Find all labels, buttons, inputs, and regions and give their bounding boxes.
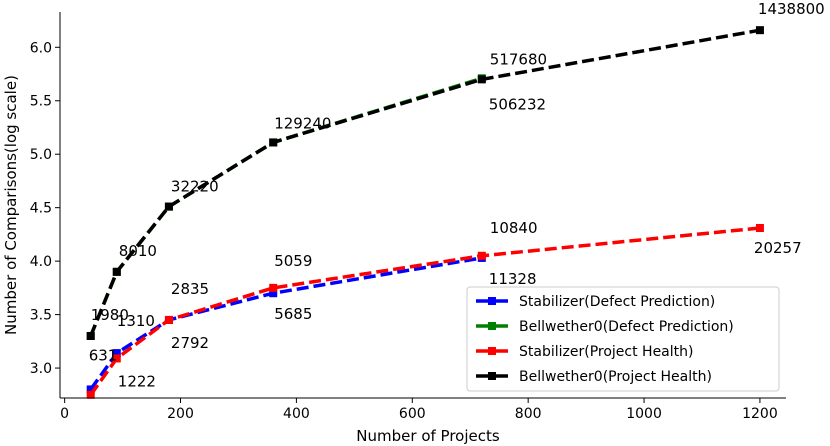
series-3-point-4 (477, 75, 486, 84)
x-tick-label: 600 (399, 406, 426, 422)
legend-swatch-marker (488, 372, 496, 380)
x-tick-label: 0 (60, 406, 69, 422)
series-0-point-3 (269, 289, 278, 298)
y-tick-label: 4.0 (30, 254, 52, 270)
data-label: 1438800 (758, 0, 825, 18)
series-2-point-1 (112, 354, 121, 363)
data-label: 2835 (171, 280, 209, 298)
legend-entry: Stabilizer(Defect Prediction) (519, 294, 715, 310)
series-layer (86, 26, 764, 399)
data-label: 1980 (91, 306, 129, 324)
data-label: 20257 (754, 239, 802, 257)
series-3-point-1 (112, 267, 121, 276)
data-label: 2792 (171, 334, 209, 352)
legend-entry: Stabilizer(Project Health) (519, 344, 693, 360)
series-3-point-5 (755, 26, 764, 35)
axes: 0 200 400 600 800 1000 1200 3.0 3.5 4.0 4.5 5.0 5.5 6… (30, 12, 786, 422)
legend-swatch-marker (488, 322, 496, 330)
x-tick-label: 800 (515, 406, 542, 422)
y-tick-label: 3.0 (30, 361, 52, 377)
data-label: 10840 (490, 219, 538, 237)
series-2-point-4 (477, 251, 486, 260)
series-2-point-2 (164, 315, 173, 324)
legend-swatch-marker (488, 297, 496, 305)
data-label: 1310 (117, 312, 155, 330)
legend-entry: Bellwether0(Project Health) (519, 369, 712, 385)
x-tick-label: 400 (283, 406, 310, 422)
data-label: 8010 (119, 242, 157, 260)
series-line-2 (89, 226, 761, 396)
legend-entry: Bellwether0(Defect Prediction) (519, 319, 734, 335)
y-axis-label: Number of Comparisons(log scale) (2, 75, 20, 335)
data-label: 517680 (490, 50, 547, 68)
series-2-point-5 (755, 223, 764, 232)
series-3-point-2 (164, 202, 173, 211)
legend-box (466, 286, 780, 392)
y-tick-label: 5.5 (30, 94, 52, 110)
x-axis-label: Number of Projects (356, 427, 500, 445)
y-tick-label: 5.0 (30, 147, 52, 163)
data-label: 32220 (171, 178, 219, 196)
x-tick-label: 1200 (742, 406, 778, 422)
data-label: 506232 (489, 95, 546, 113)
x-tick-label: 1000 (626, 406, 662, 422)
series-3-point-0 (86, 331, 95, 340)
data-label: 1222 (118, 372, 156, 390)
y-tick-label: 6.0 (30, 40, 52, 56)
data-label: 631 (89, 346, 118, 364)
series-2-point-3 (269, 283, 278, 292)
data-label: 5685 (274, 305, 312, 323)
series-2-point-0 (86, 390, 95, 399)
legend-swatch-marker (488, 347, 496, 355)
series-3-point-3 (269, 138, 278, 147)
data-label: 11328 (489, 270, 537, 288)
series-0-point-0 (86, 385, 95, 394)
legend: Stabilizer(Defect Prediction) Bellwether0… (466, 286, 780, 392)
series-0-point-1 (112, 349, 121, 358)
data-label: 129240 (274, 114, 331, 132)
series-line-3 (89, 28, 761, 337)
x-tick-label: 200 (167, 406, 194, 422)
y-tick-label: 3.5 (30, 308, 52, 324)
y-tick-label: 4.5 (30, 201, 52, 217)
annotation-layer: 1438800 517680 506232 129240 32220 8010 1980 10… (89, 0, 825, 390)
data-label: 5059 (274, 252, 312, 270)
